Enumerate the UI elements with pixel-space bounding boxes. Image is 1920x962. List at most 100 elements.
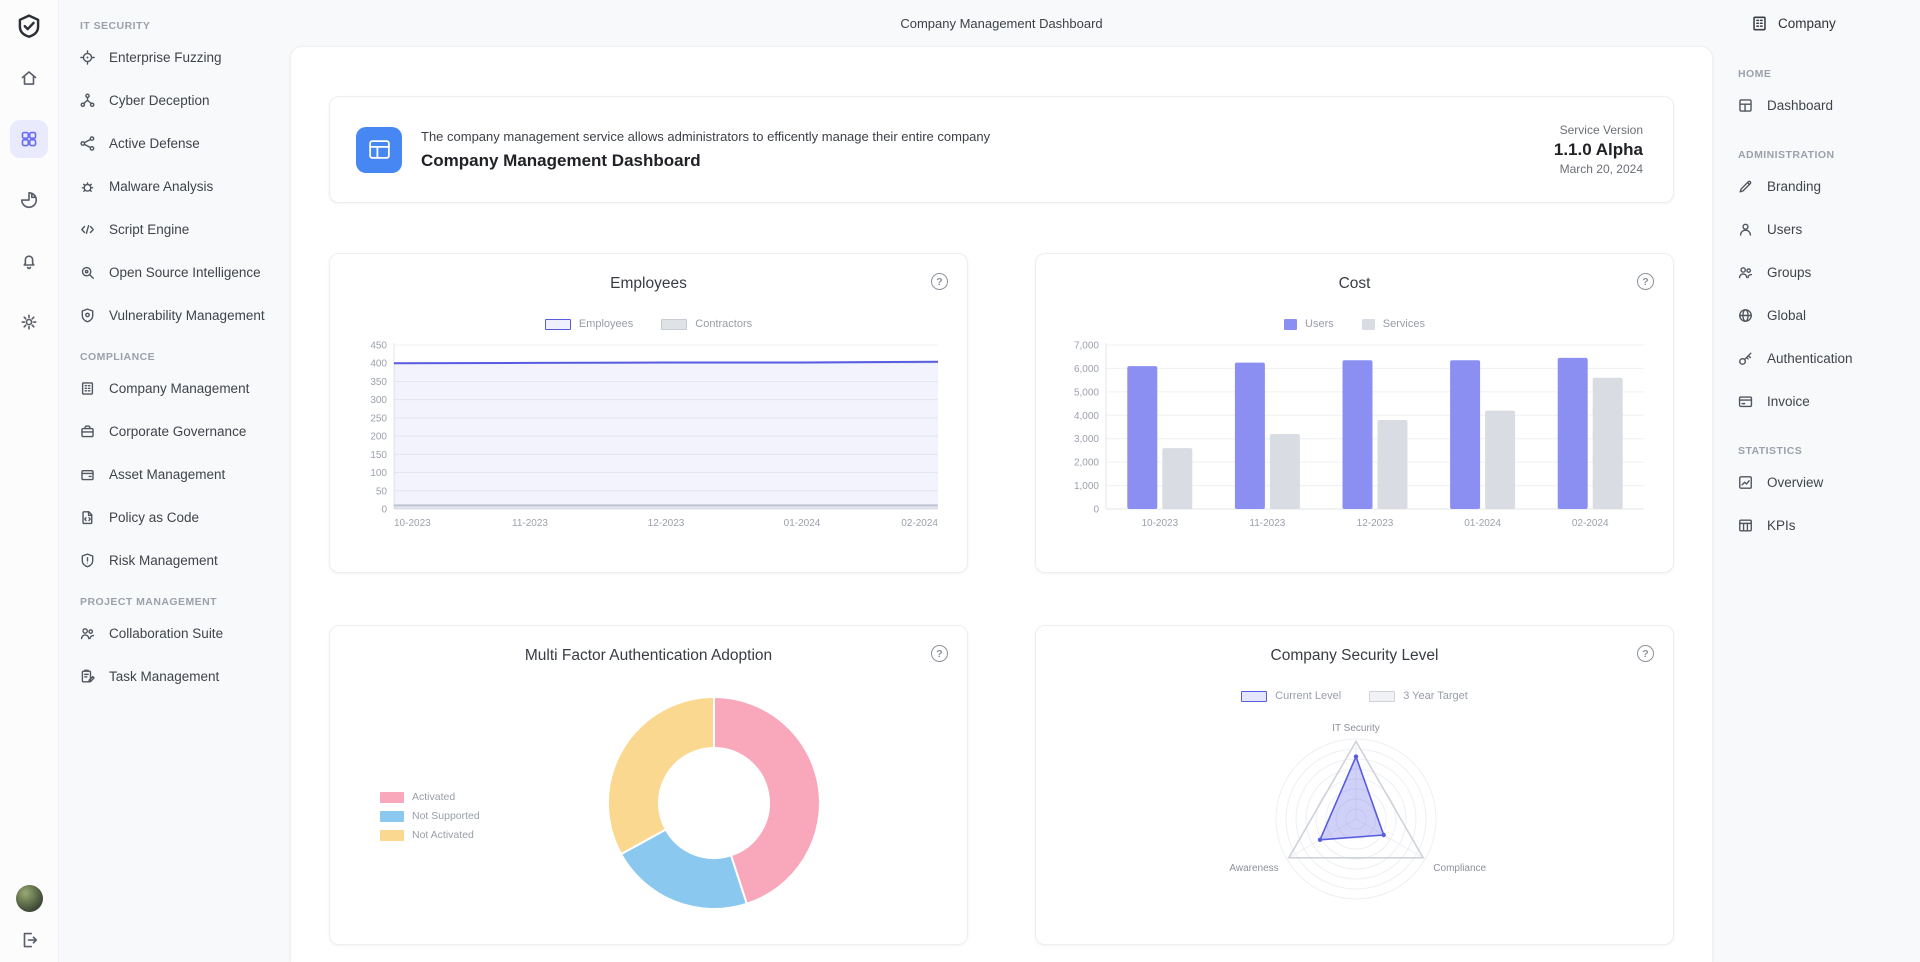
rightbar-item-authentication[interactable]: Authentication bbox=[1737, 337, 1910, 380]
rightbar-section-statistics: STATISTICS bbox=[1738, 445, 1803, 457]
legend-item-current-level[interactable]: Current Level bbox=[1241, 690, 1341, 702]
sidebar-section-it-security: IT SECURITY bbox=[80, 20, 151, 32]
legend-item-services[interactable]: Services bbox=[1361, 318, 1425, 330]
banner-text: The company management service allows ad… bbox=[421, 129, 990, 171]
chart-legend: Employees Contractors bbox=[354, 318, 943, 330]
chart-card-cost: Cost? Users Services 0 1,000 2,000 3,000 4,000 5… bbox=[1035, 253, 1674, 573]
svg-text:400: 400 bbox=[370, 359, 387, 370]
sidebar-item-corporate-governance[interactable]: Corporate Governance bbox=[79, 410, 284, 453]
rightbar-item-label: Users bbox=[1767, 222, 1803, 237]
sidebar-item-active-defense[interactable]: Active Defense bbox=[79, 122, 284, 165]
svg-text:200: 200 bbox=[370, 432, 387, 443]
rightbar-item-overview[interactable]: Overview bbox=[1737, 461, 1910, 504]
rail-settings-icon[interactable] bbox=[10, 303, 48, 341]
sidebar-item-label: Active Defense bbox=[109, 136, 200, 151]
rail-pie-chart-icon[interactable] bbox=[10, 181, 48, 219]
svg-text:0: 0 bbox=[1093, 505, 1099, 516]
legend-item-contractors[interactable]: Contractors bbox=[661, 318, 752, 330]
svg-text:3,000: 3,000 bbox=[1074, 434, 1099, 445]
icon-rail bbox=[0, 0, 59, 962]
trend-icon bbox=[1737, 474, 1754, 491]
sidebar-item-script-engine[interactable]: Script Engine bbox=[79, 208, 284, 251]
sidebar-item-enterprise-fuzzing[interactable]: Enterprise Fuzzing bbox=[79, 36, 284, 79]
building-icon bbox=[1750, 14, 1769, 33]
key-icon bbox=[1737, 350, 1754, 367]
sidebar-item-collaboration-suite[interactable]: Collaboration Suite bbox=[79, 612, 284, 655]
svg-text:50: 50 bbox=[376, 486, 388, 497]
sidebar-item-label: Task Management bbox=[109, 669, 220, 684]
sidebar-item-open-source-intelligence[interactable]: Open Source Intelligence bbox=[79, 251, 284, 294]
avatar[interactable] bbox=[15, 885, 43, 912]
svg-text:11-2023: 11-2023 bbox=[512, 518, 548, 529]
service-version-block: Service Version 1.1.0 Alpha March 20, 20… bbox=[1554, 123, 1643, 176]
rightbar-item-groups[interactable]: Groups bbox=[1737, 251, 1910, 294]
legend-item-employees[interactable]: Employees bbox=[544, 318, 634, 330]
rightbar-item-kpis[interactable]: KPIs bbox=[1737, 504, 1910, 547]
rightbar-item-global[interactable]: Global bbox=[1737, 294, 1910, 337]
layout-icon bbox=[1737, 97, 1754, 114]
sidebar-item-cyber-deception[interactable]: Cyber Deception bbox=[79, 79, 284, 122]
help-icon[interactable]: ? bbox=[931, 645, 948, 662]
sidebar-item-risk-management[interactable]: Risk Management bbox=[79, 539, 284, 582]
sidebar-item-malware-analysis[interactable]: Malware Analysis bbox=[79, 165, 284, 208]
rightbar-item-users[interactable]: Users bbox=[1737, 208, 1910, 251]
legend-item-3-year-target[interactable]: 3 Year Target bbox=[1369, 690, 1468, 702]
legend-label: Employees bbox=[578, 318, 634, 330]
legend-item-users[interactable]: Users bbox=[1284, 318, 1334, 330]
bug-icon bbox=[79, 178, 96, 195]
rail-home-icon[interactable] bbox=[10, 59, 48, 97]
rail-notifications-icon[interactable] bbox=[10, 242, 48, 280]
sidebar-item-label: Asset Management bbox=[109, 467, 226, 482]
employees-chart: 0 50 100 150 200 250 300 350 400 450 10-2023 11-202… bbox=[370, 341, 938, 530]
rail-bottom bbox=[15, 885, 43, 950]
company-selector[interactable]: Company bbox=[1737, 0, 1910, 46]
svg-text:4,000: 4,000 bbox=[1074, 411, 1099, 422]
svg-text:1,000: 1,000 bbox=[1074, 481, 1099, 492]
legend-item-activated[interactable]: Activated bbox=[380, 791, 480, 803]
rail-icon-group bbox=[10, 59, 48, 364]
sidebar-item-task-management[interactable]: Task Management bbox=[79, 655, 284, 698]
help-icon[interactable]: ? bbox=[931, 273, 948, 290]
search-icon bbox=[79, 264, 96, 281]
sidebar-section-compliance: COMPLIANCE bbox=[80, 351, 156, 363]
logout-icon[interactable] bbox=[19, 930, 39, 950]
rightbar-item-invoice[interactable]: Invoice bbox=[1737, 380, 1910, 423]
building-icon bbox=[79, 380, 96, 397]
chart-title: Company Security Level bbox=[1270, 647, 1439, 664]
svg-text:250: 250 bbox=[370, 413, 387, 424]
people-icon bbox=[79, 625, 96, 642]
clipboard-icon bbox=[79, 668, 96, 685]
svg-text:350: 350 bbox=[370, 377, 387, 388]
sidebar-item-vulnerability-management[interactable]: Vulnerability Management bbox=[79, 294, 284, 337]
legend-swatch bbox=[544, 318, 571, 330]
legend-label: Not Supported bbox=[412, 810, 480, 822]
rightbar-item-branding[interactable]: Branding bbox=[1737, 165, 1910, 208]
rightbar-section-administration: ADMINISTRATION bbox=[1738, 149, 1835, 161]
chart-card-employees: Employees? Employees Contractors 0 50 100 150 2… bbox=[329, 253, 968, 573]
help-icon[interactable]: ? bbox=[1637, 645, 1654, 662]
pen-icon bbox=[1737, 178, 1754, 195]
crosshair-icon bbox=[79, 49, 96, 66]
sidebar-item-asset-management[interactable]: Asset Management bbox=[79, 453, 284, 496]
app-logo[interactable] bbox=[16, 13, 42, 39]
service-version-label: Service Version bbox=[1559, 123, 1643, 137]
svg-text:IT Security: IT Security bbox=[1332, 723, 1380, 734]
sidebar-item-label: Cyber Deception bbox=[109, 93, 210, 108]
help-icon[interactable]: ? bbox=[1637, 273, 1654, 290]
legend-swatch bbox=[1369, 690, 1396, 702]
legend-swatch bbox=[380, 810, 404, 822]
doc-code-icon bbox=[79, 509, 96, 526]
rightbar-item-label: Branding bbox=[1767, 179, 1822, 194]
rightbar-item-dashboard[interactable]: Dashboard bbox=[1737, 84, 1910, 127]
rail-apps-grid-icon[interactable] bbox=[10, 120, 48, 158]
shield-dot-icon bbox=[79, 307, 96, 324]
sidebar-item-policy-as-code[interactable]: Policy as Code bbox=[79, 496, 284, 539]
rightbar-item-label: Invoice bbox=[1767, 394, 1810, 409]
service-version-date: March 20, 2024 bbox=[1559, 162, 1643, 176]
svg-text:150: 150 bbox=[370, 450, 387, 461]
chart-legend: Users Services bbox=[1060, 318, 1649, 330]
legend-item-not-activated[interactable]: Not Activated bbox=[380, 829, 480, 841]
rightbar-item-label: Authentication bbox=[1767, 351, 1853, 366]
legend-item-not-supported[interactable]: Not Supported bbox=[380, 810, 480, 822]
sidebar-item-company-management[interactable]: Company Management bbox=[79, 367, 284, 410]
